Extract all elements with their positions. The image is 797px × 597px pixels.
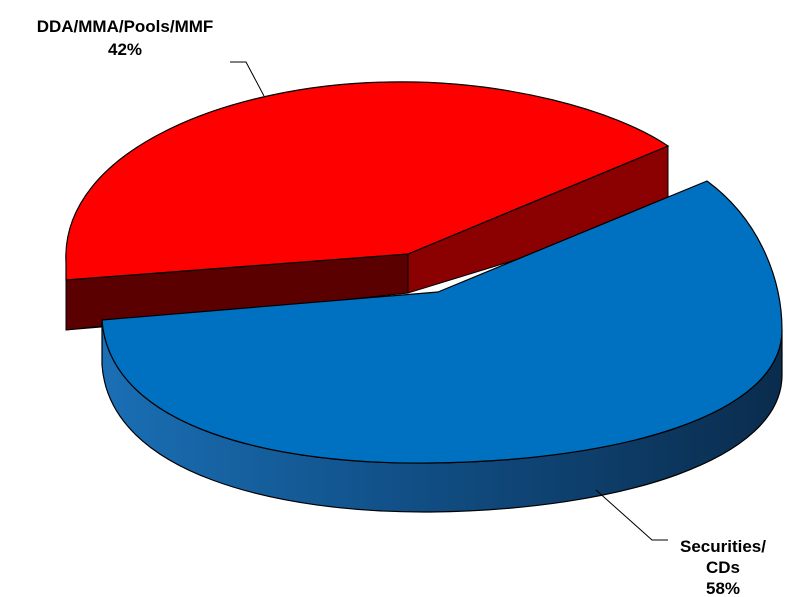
label-dda-percent: 42%: [108, 40, 142, 59]
leader-line-dda: [230, 61, 265, 97]
label-securities-percent: 58%: [706, 579, 740, 597]
slice-securities-group: [101, 180, 783, 513]
slice-dda-group: [65, 81, 670, 331]
label-securities-name-line1: Securities/: [680, 537, 766, 556]
label-dda-name: DDA/MMA/Pools/MMF: [37, 17, 214, 36]
slice-dda-top: [65, 81, 670, 281]
label-securities-name-line2: CDs: [706, 558, 740, 577]
leader-line-securities: [595, 489, 668, 541]
slice-securities-top: [101, 180, 783, 464]
